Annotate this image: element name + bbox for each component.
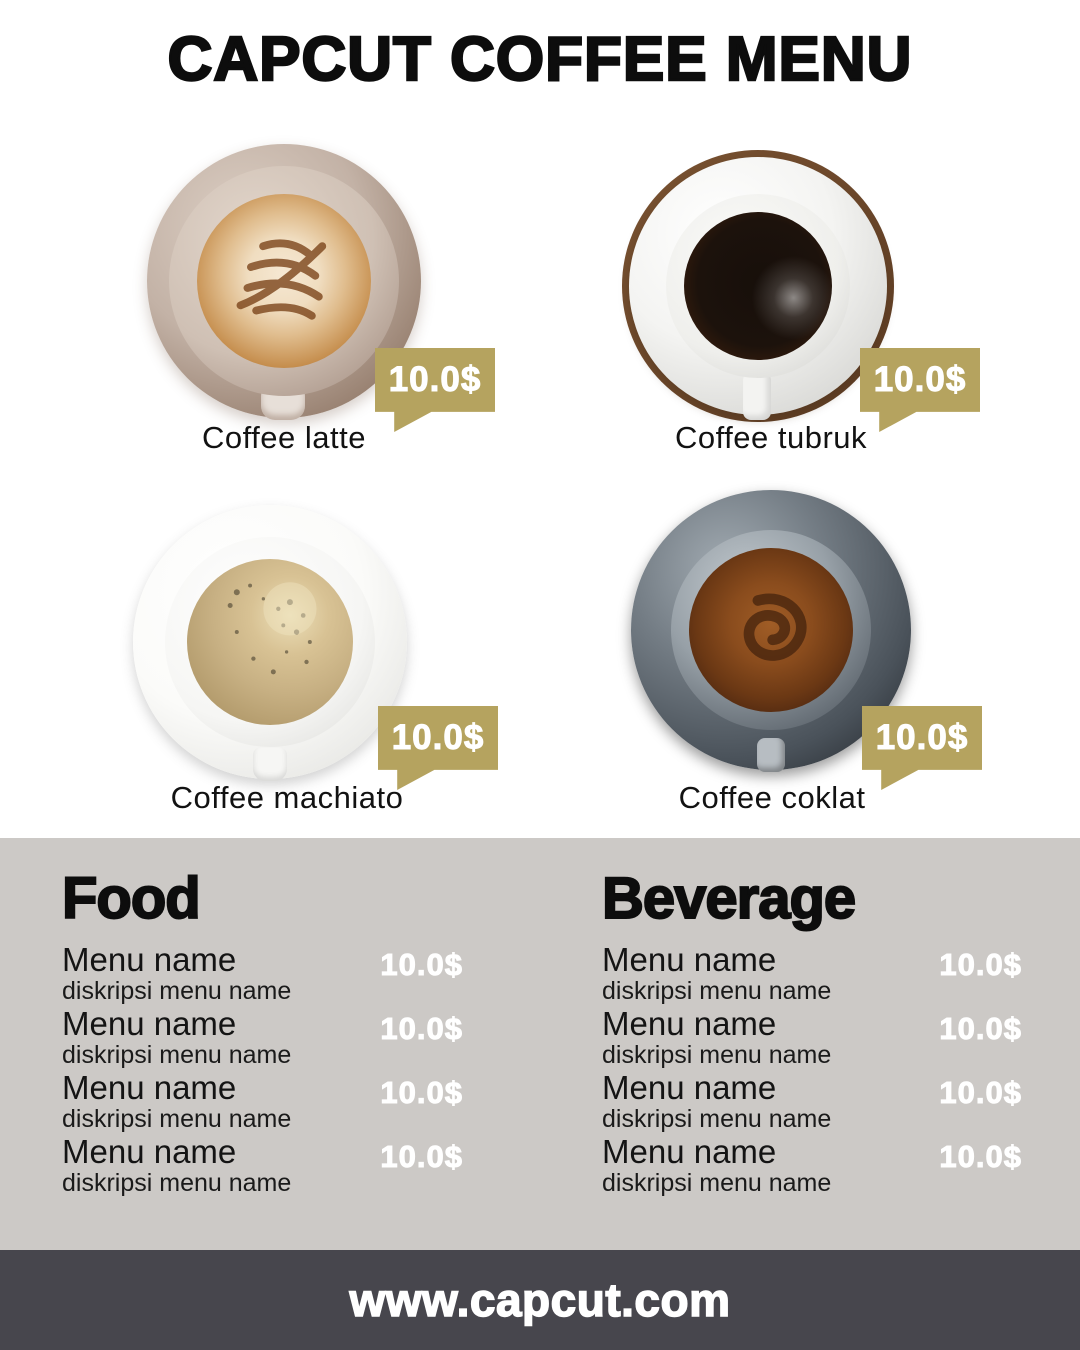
menu-item-description: diskripsi menu name <box>602 1041 832 1069</box>
coffee-surface <box>187 559 353 725</box>
menu-item: Menu name diskripsi menu name 10.0$ <box>602 941 1022 1005</box>
menu-item-description: diskripsi menu name <box>62 977 292 1005</box>
cup-handle <box>743 372 771 420</box>
menu-item-price: 10.0$ <box>939 1011 1022 1047</box>
menu-item-description: diskripsi menu name <box>602 1105 832 1133</box>
menu-item-name: Menu name <box>602 1005 777 1042</box>
menu-item-price: 10.0$ <box>380 1075 463 1111</box>
price-text: 10.0$ <box>391 718 485 758</box>
menu-item-description: diskripsi menu name <box>62 1041 292 1069</box>
menu-item-name: Menu name <box>62 941 237 978</box>
website-url: www.capcut.com <box>349 1273 731 1327</box>
food-section: Food Menu name diskripsi menu name 10.0$… <box>61 866 463 1198</box>
menu-item-price: 10.0$ <box>939 947 1022 983</box>
menu-item-price: 10.0$ <box>380 1139 463 1175</box>
cup-handle <box>253 747 287 781</box>
coffee-latte-image <box>145 142 423 420</box>
menu-item-name: Menu name <box>602 1069 777 1106</box>
menu-item: Menu name diskripsi menu name 10.0$ <box>62 1133 463 1197</box>
price-text: 10.0$ <box>875 718 969 758</box>
menu-item-name: Menu name <box>62 1005 237 1042</box>
menu-item: Menu name diskripsi menu name 10.0$ <box>602 1133 1022 1197</box>
menu-item-price: 10.0$ <box>939 1139 1022 1175</box>
menu-item: Menu name diskripsi menu name 10.0$ <box>62 941 463 1005</box>
page-title: CAPCUT COFFEE MENU <box>166 25 913 94</box>
menu-item-price: 10.0$ <box>939 1075 1022 1111</box>
product-name: Coffee latte <box>202 420 366 455</box>
beverage-section: Beverage Menu name diskripsi menu name 1… <box>601 866 1022 1198</box>
coffee-surface <box>197 194 371 368</box>
section-heading: Food <box>61 866 202 931</box>
menu-item-name: Menu name <box>62 1133 237 1170</box>
section-heading: Beverage <box>601 866 857 931</box>
menu-item-name: Menu name <box>602 1133 777 1170</box>
price-text: 10.0$ <box>873 360 967 400</box>
menu-item-name: Menu name <box>62 1069 237 1106</box>
product-name: Coffee tubruk <box>674 420 868 455</box>
menu-item: Menu name diskripsi menu name 10.0$ <box>602 1005 1022 1069</box>
price-text: 10.0$ <box>388 360 482 400</box>
product-name: Coffee machiato <box>170 780 404 815</box>
coffee-machiato-image <box>131 503 409 781</box>
menu-item-price: 10.0$ <box>380 1011 463 1047</box>
menu-item-description: diskripsi menu name <box>62 1169 292 1197</box>
coffee-tubruk-image <box>622 150 894 422</box>
foam-swirl-icon <box>743 593 807 661</box>
menu-item: Menu name diskripsi menu name 10.0$ <box>62 1069 463 1133</box>
latte-art-fern-icon <box>236 239 327 320</box>
product-name: Coffee coklat <box>678 780 866 815</box>
price-tag: 10.0$ <box>862 706 982 790</box>
crema-speckles-icon <box>227 582 317 675</box>
menu-item-description: diskripsi menu name <box>602 977 832 1005</box>
menu-panel: Food Menu name diskripsi menu name 10.0$… <box>0 838 1080 1250</box>
menu-item-price: 10.0$ <box>380 947 463 983</box>
menu-item: Menu name diskripsi menu name 10.0$ <box>62 1005 463 1069</box>
menu-item-description: diskripsi menu name <box>602 1169 832 1197</box>
light-reflection <box>684 212 832 360</box>
footer-bar: www.capcut.com <box>0 1250 1080 1350</box>
menu-item-name: Menu name <box>602 941 777 978</box>
cup-handle <box>757 738 785 772</box>
coffee-surface <box>689 548 853 712</box>
menu-item-description: diskripsi menu name <box>62 1105 292 1133</box>
menu-item: Menu name diskripsi menu name 10.0$ <box>602 1069 1022 1133</box>
